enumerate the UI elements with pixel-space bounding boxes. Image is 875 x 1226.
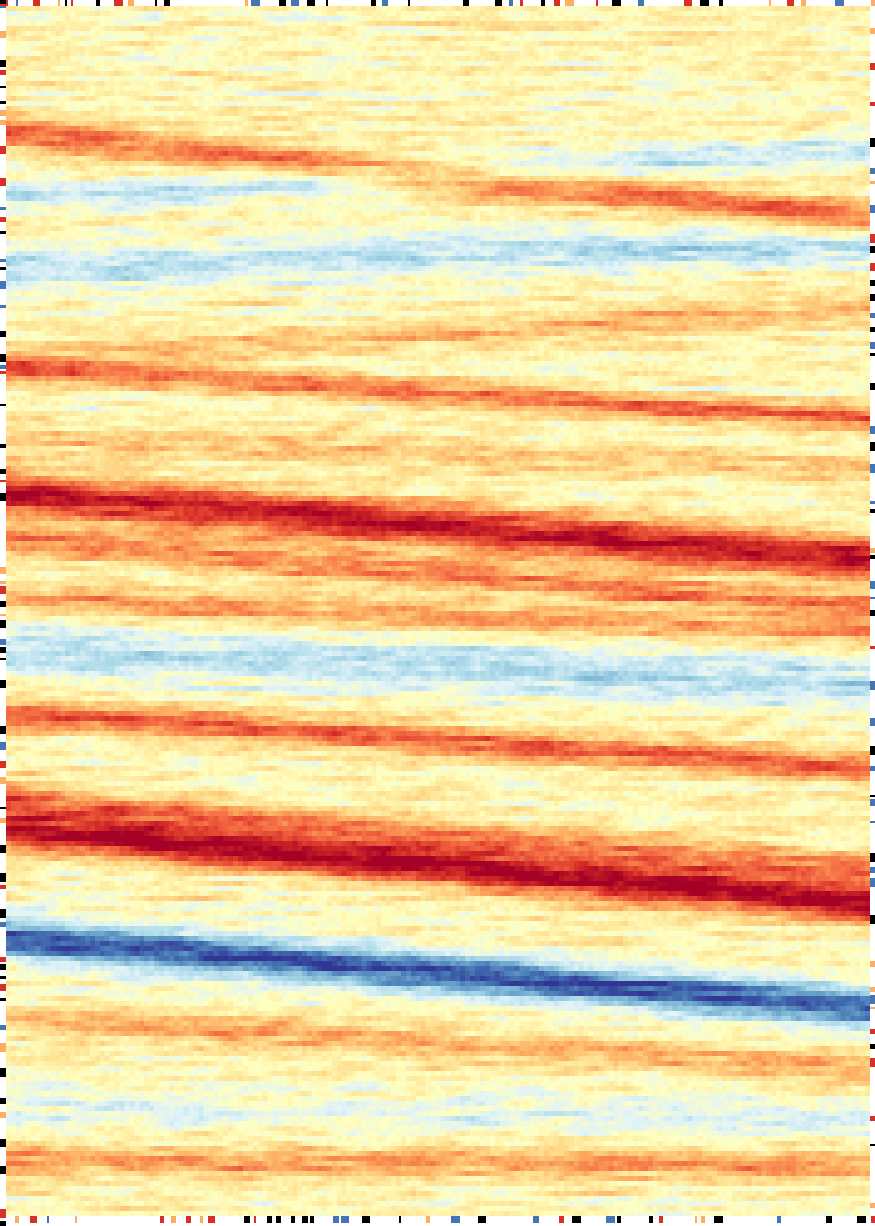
- edge-speckle: [870, 294, 875, 301]
- edge-speckle: [533, 1216, 539, 1223]
- edge-speckle: [870, 168, 875, 174]
- edge-speckle: [714, 1216, 723, 1223]
- right-edge-artifacts: [870, 0, 875, 1223]
- edge-speckle: [254, 1216, 256, 1223]
- edge-speckle: [870, 548, 875, 553]
- edge-speckle: [870, 63, 875, 70]
- edge-speckle: [870, 509, 875, 513]
- edge-speckle: [870, 246, 875, 253]
- edge-speckle: [701, 1216, 705, 1223]
- edge-speckle: [870, 766, 875, 771]
- edge-speckle: [186, 1216, 191, 1223]
- edge-speckle: [870, 464, 875, 473]
- edge-speckle: [870, 867, 875, 873]
- edge-speckle: [870, 234, 875, 243]
- edge-speckle: [870, 327, 875, 332]
- edge-speckle: [870, 1029, 875, 1034]
- edge-speckle: [870, 383, 875, 390]
- edge-speckle: [870, 995, 875, 1004]
- edge-speckle: [617, 1216, 621, 1223]
- edge-speckle: [870, 718, 875, 726]
- edge-speckle: [649, 1216, 653, 1223]
- edge-speckle: [870, 1116, 875, 1121]
- bottom-edge-artifacts: [0, 1216, 875, 1223]
- edge-speckle: [659, 1216, 663, 1223]
- heatmap-cells: [6, 6, 870, 1216]
- edge-speckle: [208, 1216, 215, 1223]
- edge-speckle: [870, 681, 875, 690]
- edge-speckle: [870, 821, 875, 823]
- edge-speckle: [362, 1216, 370, 1223]
- edge-speckle: [870, 853, 875, 862]
- edge-speckle: [276, 1216, 281, 1223]
- edge-speckle: [871, 0, 875, 6]
- edge-speckle: [870, 987, 875, 992]
- edge-speckle: [244, 1216, 250, 1223]
- edge-speckle: [171, 1216, 176, 1223]
- edge-speckle: [870, 646, 875, 649]
- edge-speckle: [870, 878, 875, 887]
- edge-speckle: [870, 610, 875, 616]
- edge-speckle: [0, 1221, 6, 1226]
- edge-speckle: [870, 442, 875, 451]
- edge-speckle: [870, 581, 875, 589]
- edge-speckle: [341, 1216, 349, 1223]
- edge-speckle: [47, 1216, 49, 1223]
- edge-speckle: [291, 1216, 295, 1223]
- edge-speckle: [399, 1216, 401, 1223]
- edge-speckle: [826, 1216, 832, 1223]
- edge-speckle: [870, 353, 875, 356]
- edge-speckle: [267, 1216, 272, 1223]
- edge-speckle: [302, 1216, 308, 1223]
- edge-speckle: [870, 501, 875, 504]
- edge-speckle: [870, 555, 875, 559]
- edge-speckle: [333, 1216, 339, 1223]
- edge-speckle: [870, 263, 875, 271]
- edge-speckle: [426, 1216, 430, 1223]
- edge-speckle: [451, 1216, 460, 1223]
- edge-speckle: [857, 1216, 866, 1223]
- edge-speckle: [75, 1216, 77, 1223]
- edge-speckle: [870, 1044, 875, 1049]
- edge-speckle: [777, 1216, 781, 1223]
- edge-speckle: [200, 1216, 203, 1223]
- edge-speckle: [0, 0, 6, 4]
- edge-speckle: [606, 1216, 615, 1223]
- edge-speckle: [478, 1216, 486, 1223]
- edge-speckle: [870, 915, 875, 924]
- edge-speckle: [870, 313, 875, 318]
- edge-speckle: [870, 795, 875, 797]
- edge-speckle: [870, 205, 875, 213]
- edge-speckle: [870, 342, 875, 349]
- edge-speckle: [870, 1203, 875, 1208]
- edge-speckle: [870, 138, 875, 147]
- edge-speckle: [870, 746, 875, 755]
- edge-speckle: [870, 1007, 875, 1009]
- edge-speckle: [15, 1216, 19, 1223]
- edge-speckle: [870, 1058, 875, 1067]
- edge-speckle: [870, 961, 875, 967]
- edge-speckle: [559, 1216, 564, 1223]
- edge-speckle: [870, 181, 875, 184]
- edge-speckle: [30, 1216, 37, 1223]
- edge-speckle: [870, 280, 875, 286]
- edge-speckle: [870, 799, 875, 806]
- heatmap-plot-area: [6, 6, 870, 1216]
- edge-speckle: [871, 1216, 875, 1223]
- edge-speckle: [870, 102, 875, 106]
- edge-speckle: [310, 1216, 314, 1223]
- edge-speckle: [870, 28, 875, 34]
- edge-speckle: [695, 1216, 697, 1223]
- edge-speckle: [160, 1216, 164, 1223]
- edge-speckle: [870, 426, 875, 434]
- edge-speckle: [870, 1144, 875, 1146]
- edge-speckle: [572, 1216, 581, 1223]
- edge-speckle: [870, 597, 875, 599]
